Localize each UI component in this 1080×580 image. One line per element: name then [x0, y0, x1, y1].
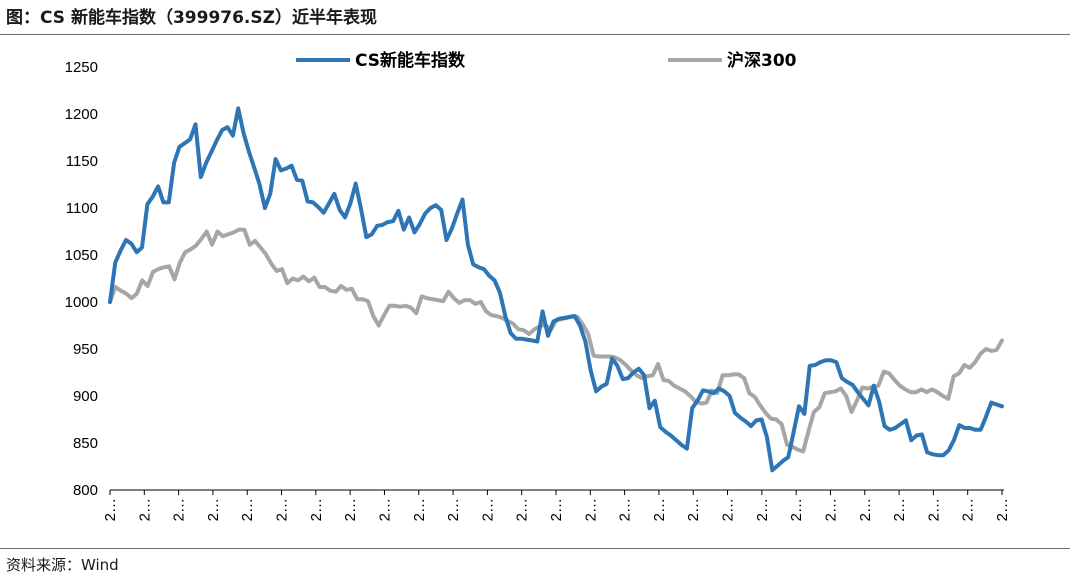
- x-tick-label: 2…: [274, 498, 291, 521]
- x-tick-label: 2…: [891, 498, 908, 521]
- x-tick-label: 2…: [582, 498, 599, 521]
- x-tick-label: 2…: [548, 498, 565, 521]
- x-tick-label: 2…: [136, 498, 153, 521]
- x-tick-label: 2…: [822, 498, 839, 521]
- x-tick-label: 2…: [960, 498, 977, 521]
- x-tick-label: 2…: [754, 498, 771, 521]
- x-tick-label: 2…: [994, 498, 1011, 521]
- legend-label-hs300: 沪深300: [727, 50, 797, 71]
- x-tick-label: 2…: [857, 498, 874, 521]
- x-tick-label: 2…: [102, 498, 119, 521]
- legend: CS新能车指数 沪深300: [296, 50, 797, 71]
- bottom-rule: [0, 548, 1070, 549]
- x-axis: 2… 2… 2… 2… 2… 2… 2… 2… 2… 2… 2… 2… 2… 2… 2… 2… 2… 2… 2… 2……: [102, 489, 1011, 521]
- y-tick-label-1250: 1250: [65, 59, 98, 76]
- chart-title: 图：CS 新能车指数（399976.SZ）近半年表现: [6, 8, 377, 28]
- y-tick-label-1100: 1100: [66, 200, 98, 217]
- y-tick-label-850: 850: [73, 435, 98, 452]
- x-tick-label: 2…: [411, 498, 428, 521]
- x-tick-label: 2…: [171, 498, 188, 521]
- y-tick-label-900: 900: [73, 388, 98, 405]
- series-layer: [108, 106, 1004, 473]
- x-tick-label: 2…: [342, 498, 359, 521]
- x-tick-label: 2…: [376, 498, 393, 521]
- x-tick-label: 2…: [514, 498, 531, 521]
- x-tick-label: 2…: [239, 498, 256, 521]
- legend-label-cs-nev: CS新能车指数: [355, 50, 466, 71]
- y-tick-label-950: 950: [73, 341, 98, 358]
- x-tick-label: 2…: [617, 498, 634, 521]
- x-tick-label: 2…: [788, 498, 805, 521]
- y-tick-label-1200: 1200: [65, 106, 98, 123]
- x-tick-label: 2…: [651, 498, 668, 521]
- top-rule: [0, 34, 1070, 35]
- x-tick-label: 2…: [308, 498, 325, 521]
- x-tick-label: 2…: [925, 498, 942, 521]
- series-line-hs300: [108, 227, 1004, 454]
- source-note: 资料来源：Wind: [6, 556, 119, 574]
- series-line-cs-nev: [108, 106, 1004, 473]
- y-axis: 800 850 900 950 1000 1050 1100 1150 1200 1250: [65, 59, 98, 499]
- x-tick-label: 2…: [720, 498, 737, 521]
- y-tick-label-800: 800: [73, 482, 98, 499]
- x-tick-label: 2…: [445, 498, 462, 521]
- x-tick-label: 2…: [205, 498, 222, 521]
- y-tick-label-1000: 1000: [65, 294, 98, 311]
- y-tick-label-1150: 1150: [66, 153, 98, 170]
- x-tick-label: 2…: [685, 498, 702, 521]
- y-tick-label-1050: 1050: [65, 247, 98, 264]
- x-tick-label: 2…: [479, 498, 496, 521]
